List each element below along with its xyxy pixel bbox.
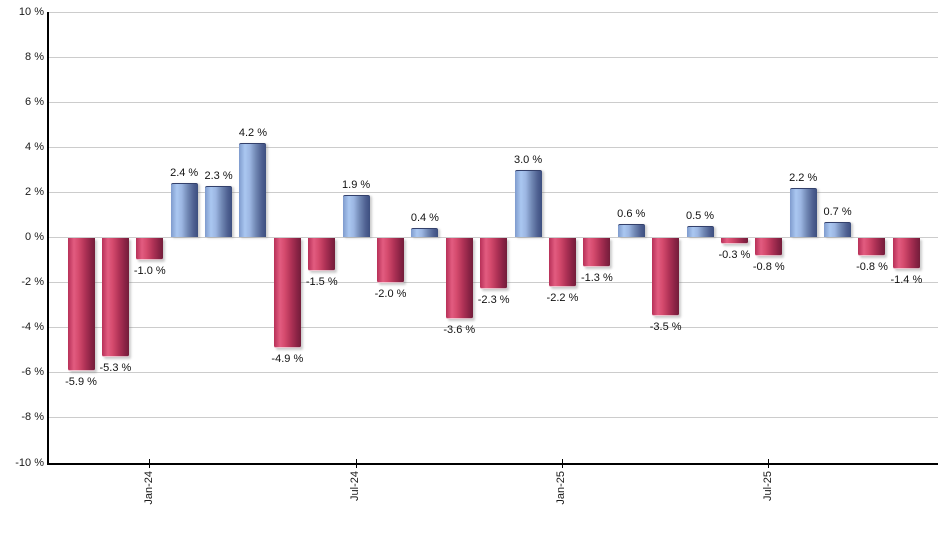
- bar-value-label: -2.2 %: [546, 292, 579, 305]
- gridline: [49, 56, 938, 58]
- bar-value-label: -2.0 %: [374, 287, 407, 300]
- bar-value-label: 0.5 %: [685, 210, 715, 223]
- bar-value-label: -5.3 %: [99, 362, 132, 374]
- y-axis-label: -6 %: [21, 366, 44, 379]
- bar-value-label: 2.3 %: [204, 169, 233, 182]
- x-axis-tick: [355, 459, 357, 468]
- bar-value-label: -2.3 %: [477, 294, 510, 307]
- bar-value-label: -0.8 %: [752, 260, 785, 273]
- bar[interactable]: [205, 185, 233, 238]
- bar-value-label: 2.2 %: [789, 171, 818, 184]
- bar[interactable]: [377, 237, 404, 283]
- bar-value-label: -3.6 %: [443, 323, 476, 336]
- y-axis-label: -4 %: [21, 321, 44, 334]
- bar-value-label: -1.4 %: [890, 274, 923, 287]
- gridline: [49, 101, 938, 103]
- bar[interactable]: [824, 221, 852, 238]
- x-axis-label: Jan-25: [555, 471, 568, 505]
- bar[interactable]: [170, 183, 198, 238]
- bar[interactable]: [720, 237, 748, 245]
- bar-value-label: -0.3 %: [718, 249, 751, 262]
- y-axis-line: [47, 12, 49, 465]
- bar-value-label: 1.9 %: [342, 178, 371, 191]
- bar[interactable]: [239, 142, 267, 238]
- bar-value-label: 0.7 %: [823, 205, 852, 218]
- y-axis-label: 10 %: [18, 5, 44, 18]
- bar-value-label: 3.0 %: [513, 153, 543, 166]
- x-axis-label: Jan-24: [142, 471, 155, 505]
- bar[interactable]: [480, 237, 508, 290]
- bar[interactable]: [789, 187, 817, 238]
- gridline: [49, 146, 938, 148]
- bar[interactable]: [445, 237, 473, 319]
- bar[interactable]: [67, 237, 95, 371]
- x-axis-tick: [768, 459, 770, 468]
- bar-value-label: 2.4 %: [170, 167, 199, 180]
- bar-value-label: 4.2 %: [238, 126, 268, 139]
- y-axis-label: 8 %: [25, 50, 44, 63]
- y-axis-label: -2 %: [21, 276, 44, 289]
- gridline: [49, 372, 938, 374]
- bar-value-label: -1.5 %: [305, 276, 338, 289]
- bar[interactable]: [411, 228, 439, 238]
- gridline: [49, 327, 938, 329]
- gridline: [49, 11, 938, 13]
- bar[interactable]: [514, 169, 542, 238]
- bar[interactable]: [101, 237, 129, 357]
- bar[interactable]: [892, 237, 920, 270]
- y-axis-label: 6 %: [25, 95, 44, 108]
- bar[interactable]: [548, 237, 576, 288]
- bar[interactable]: [686, 226, 714, 238]
- x-axis-label: Jul-24: [349, 471, 362, 501]
- bar[interactable]: [858, 237, 886, 256]
- bar-value-label: 0.4 %: [410, 212, 439, 225]
- bar[interactable]: [273, 237, 301, 348]
- x-axis-line: [47, 463, 938, 465]
- y-axis-label: 2 %: [25, 185, 44, 198]
- y-axis-label: -10 %: [15, 456, 44, 469]
- bar[interactable]: [136, 237, 164, 261]
- bar-value-label: -3.5 %: [649, 321, 682, 334]
- x-axis-tick: [561, 459, 563, 468]
- x-axis-tick: [149, 459, 151, 468]
- bar-value-label: -5.9 %: [65, 375, 97, 388]
- x-axis-label: Jul-25: [761, 471, 774, 501]
- bar-value-label: -1.3 %: [580, 271, 613, 284]
- y-axis-label: 0 %: [25, 231, 44, 243]
- gridline: [49, 191, 938, 193]
- bar-value-label: -0.8 %: [856, 260, 888, 273]
- bar-value-label: 0.6 %: [617, 207, 646, 220]
- bar[interactable]: [342, 194, 370, 238]
- y-axis-label: 4 %: [25, 140, 44, 153]
- y-axis-label: -8 %: [21, 411, 44, 424]
- bar[interactable]: [583, 237, 611, 267]
- bar[interactable]: [308, 237, 336, 272]
- bar[interactable]: [617, 223, 645, 238]
- bar[interactable]: [652, 237, 680, 317]
- bar-value-label: -1.0 %: [133, 265, 166, 278]
- bar[interactable]: [755, 237, 783, 256]
- plot-area: [47, 11, 938, 465]
- bar-value-label: -4.9 %: [271, 352, 304, 365]
- gridline: [49, 417, 938, 419]
